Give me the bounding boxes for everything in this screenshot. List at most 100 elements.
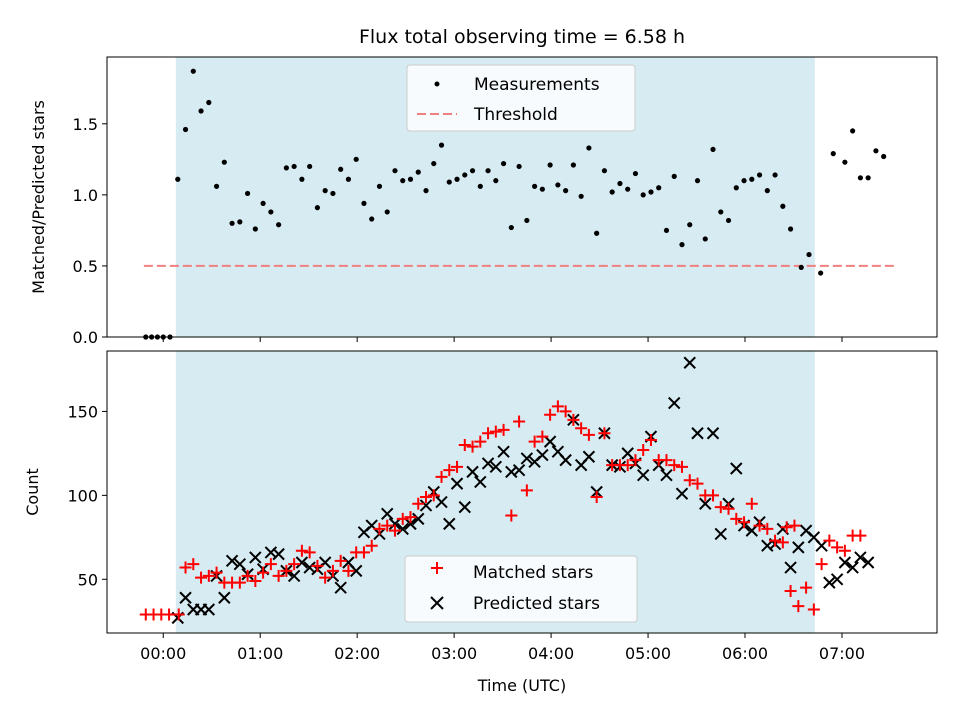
matched-star-point xyxy=(513,415,526,428)
top-panel: Flux total observing time = 6.58 h Match… xyxy=(29,26,938,347)
measurement-point xyxy=(190,68,196,74)
measurement-point xyxy=(431,160,437,167)
measurement-point xyxy=(213,183,220,189)
top-legend-box xyxy=(406,64,636,132)
predicted-star-point xyxy=(466,465,479,479)
matched-star-point xyxy=(326,564,339,577)
predicted-star-point xyxy=(823,576,836,589)
x-tick-label: 00:00 xyxy=(140,644,186,663)
measurement-point xyxy=(252,226,258,232)
measurement-point xyxy=(438,142,445,148)
x-tick-label: 05:00 xyxy=(625,644,671,663)
measurement-point xyxy=(244,190,251,197)
measurement-point xyxy=(175,176,181,182)
matched-star-point xyxy=(474,435,487,448)
matched-star-point xyxy=(388,524,401,537)
predicted-star-point xyxy=(202,603,216,616)
bottom-y-ticks: 50 100 150 xyxy=(67,402,107,589)
matched-star-point xyxy=(776,536,789,549)
predicted-star-point xyxy=(481,457,495,470)
predicted-star-point xyxy=(543,435,557,448)
predicted-star-point xyxy=(636,469,650,482)
measurement-point xyxy=(361,200,367,206)
measurement-point xyxy=(276,222,282,228)
matched-star-point xyxy=(730,512,743,525)
legend-predicted-label: Predicted stars xyxy=(473,594,600,614)
matched-star-point xyxy=(319,571,332,584)
matched-star-point xyxy=(241,569,254,582)
matched-star-point xyxy=(784,585,797,598)
measurement-point xyxy=(656,185,662,191)
measurement-point xyxy=(477,183,483,189)
measurement-point xyxy=(687,222,693,228)
matched-star-point xyxy=(288,558,301,571)
measurement-point xyxy=(798,264,804,270)
measurement-point xyxy=(322,188,328,194)
measurement-point xyxy=(663,227,670,234)
matched-star-point xyxy=(559,405,572,418)
matched-star-point xyxy=(505,509,518,522)
predicted-star-point xyxy=(396,522,409,536)
predicted-star-point xyxy=(830,573,844,586)
bottom-y-axis-label: Count xyxy=(23,468,42,516)
predicted-star-point xyxy=(730,462,743,475)
predicted-star-point xyxy=(854,551,867,564)
matched-star-point xyxy=(691,477,704,490)
measurement-point xyxy=(594,230,600,236)
matched-star-point xyxy=(489,425,502,438)
measurement-point xyxy=(229,220,235,226)
measurement-point xyxy=(563,188,569,194)
measurement-point xyxy=(369,216,375,222)
bottom-y-tick-label: 100 xyxy=(67,486,98,505)
matched-star-point xyxy=(466,440,479,453)
predicted-star-point xyxy=(512,463,526,477)
predicted-star-point xyxy=(218,591,231,604)
measurement-point xyxy=(586,145,592,151)
top-y-tick-label: 1.0 xyxy=(73,186,98,205)
top-y-tick-label: 1.5 xyxy=(73,115,98,134)
measurement-point xyxy=(601,168,608,174)
measurement-point xyxy=(648,189,654,195)
top-y-tick-label: 0.0 xyxy=(73,328,98,347)
matched-star-point xyxy=(792,600,805,613)
measurement-point xyxy=(787,226,794,232)
measurement-point xyxy=(710,146,716,152)
predicted-star-point xyxy=(295,556,309,569)
chart-title: Flux total observing time = 6.58 h xyxy=(359,26,685,48)
predicted-star-point xyxy=(419,499,433,512)
measurement-point xyxy=(780,203,786,209)
matched-star-point xyxy=(800,581,813,594)
measurement-point xyxy=(314,205,321,211)
matched-star-point xyxy=(179,561,192,574)
matched-star-point xyxy=(334,554,347,567)
matched-star-point xyxy=(210,566,223,579)
measurement-point xyxy=(493,178,499,184)
matched-star-point xyxy=(598,427,611,440)
matched-star-points xyxy=(139,400,867,621)
measurement-point xyxy=(446,179,452,185)
predicted-star-point xyxy=(249,551,262,564)
x-tick-label: 01:00 xyxy=(237,644,283,663)
legend-predicted-marker xyxy=(430,596,444,610)
measurement-point xyxy=(462,172,468,178)
matched-star-point xyxy=(187,558,200,571)
measurement-point xyxy=(555,182,561,188)
matched-star-point xyxy=(357,546,370,559)
predicted-star-point xyxy=(334,581,347,594)
measurement-point xyxy=(679,242,685,248)
measurement-point xyxy=(850,128,856,134)
matched-star-point xyxy=(272,569,285,582)
measurement-point xyxy=(291,163,297,170)
matched-star-point xyxy=(257,566,270,579)
measurement-point xyxy=(407,176,414,182)
matched-star-point xyxy=(482,427,495,440)
matched-star-point xyxy=(738,516,751,529)
measurement-point xyxy=(865,175,871,181)
measurement-point xyxy=(237,219,243,225)
matched-star-point xyxy=(629,454,642,467)
measurement-point xyxy=(384,209,390,215)
predicted-star-point xyxy=(349,564,363,578)
predicted-star-point xyxy=(458,500,471,514)
measurement-point xyxy=(547,162,553,168)
predicted-star-point xyxy=(706,427,720,440)
